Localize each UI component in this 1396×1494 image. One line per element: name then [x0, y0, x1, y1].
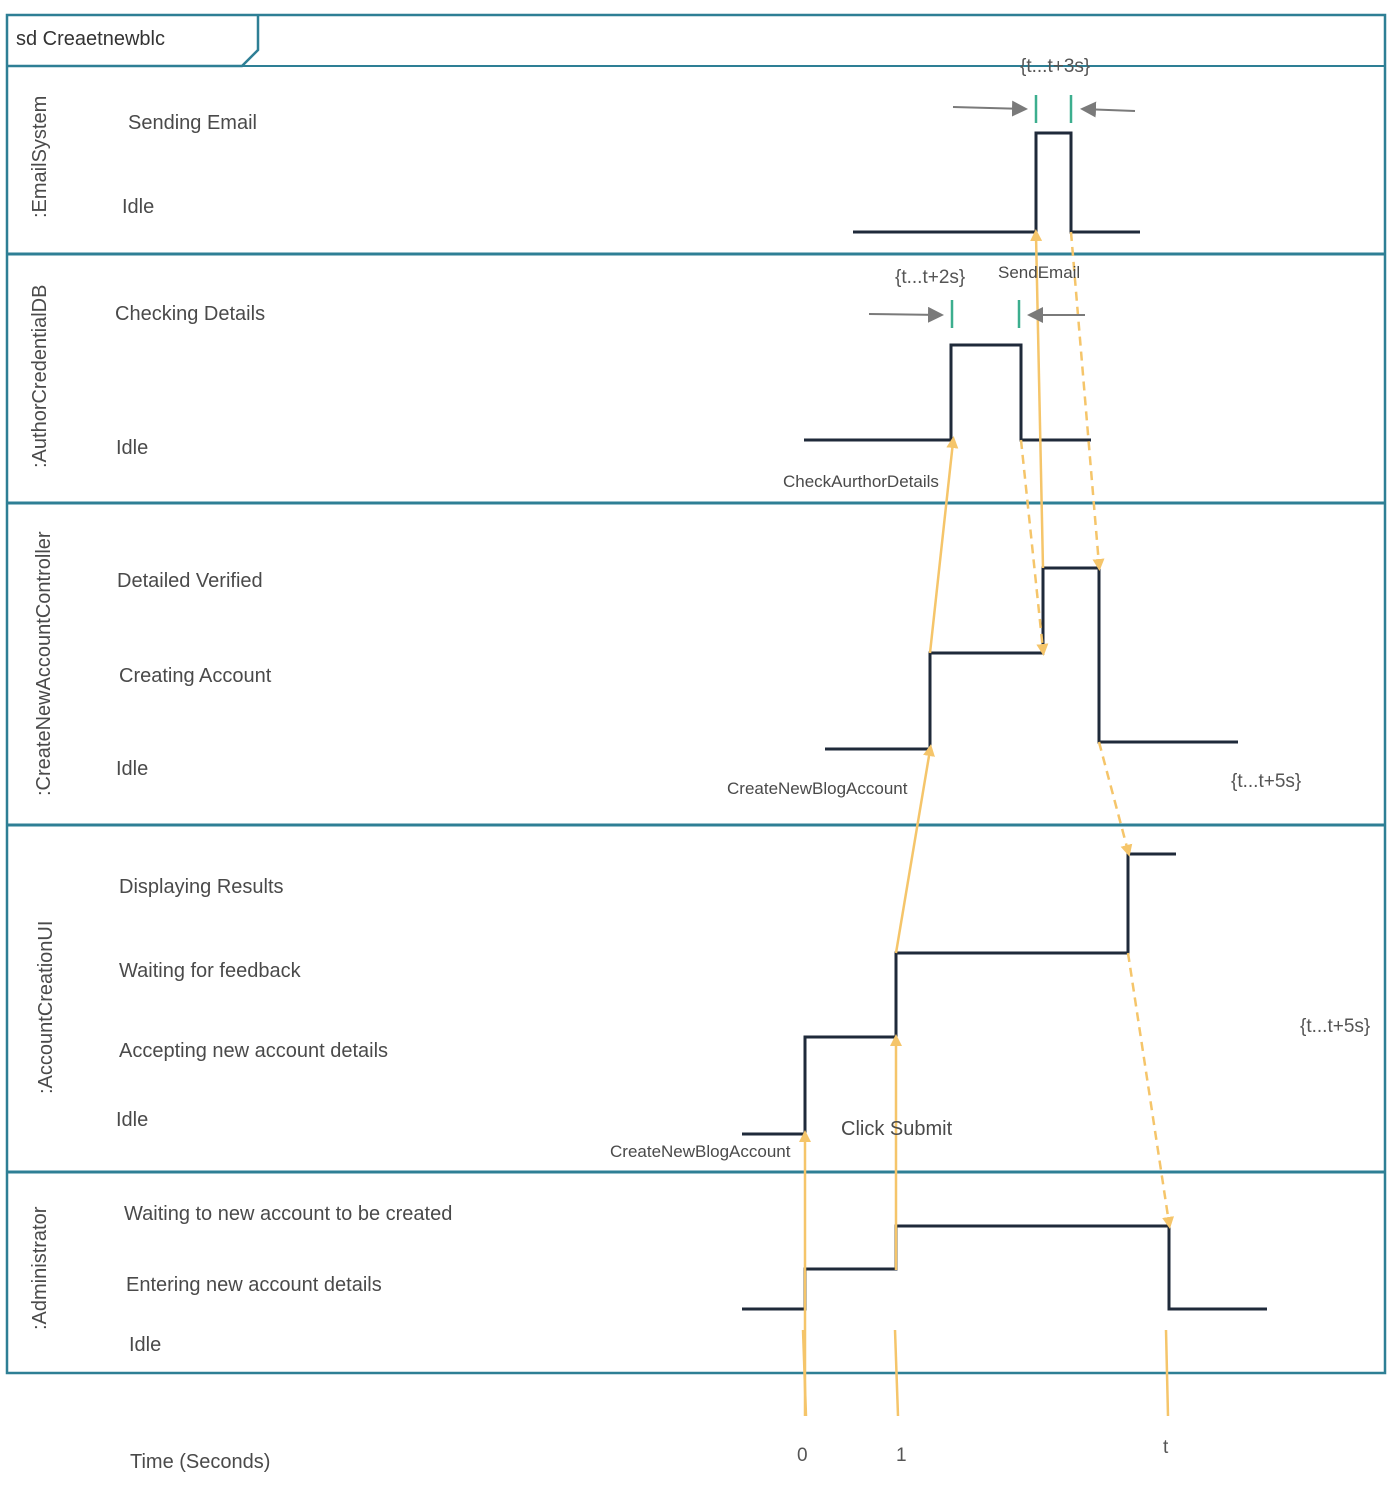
reply-line [1069, 231, 1105, 571]
message-label-create-controller: CreateNewBlogAccount [727, 779, 908, 798]
time-tick-line [801, 1329, 808, 1417]
state-label: Idle [129, 1334, 161, 1356]
lifeline-name-createnewaccountcontroller: :CreateNewAccountController [33, 531, 55, 796]
time-tick-line [893, 1329, 900, 1417]
time-tick-label: 0 [797, 1445, 808, 1466]
frame-title: sd Creaetnewblc [16, 28, 165, 50]
duration-arrow [1080, 101, 1136, 118]
lifeline-name-authorcredentialdb: :AuthorCredentialDB [29, 285, 51, 468]
message-line [894, 744, 935, 954]
timeline-authorcredentialdb [804, 343, 1091, 442]
duration-constraint-db: {t...t+2s} [895, 267, 965, 288]
message-line [928, 436, 959, 654]
duration-constraint-email: {t...t+3s} [1020, 56, 1090, 77]
duration-arrow [952, 100, 1028, 117]
timeline-accountcreationui [742, 852, 1176, 1136]
lifeline-name-accountcreationui: :AccountCreationUI [35, 921, 57, 1094]
timeline-emailsystem [853, 131, 1140, 234]
message-label-send-email: SendEmail [998, 263, 1080, 282]
duration-constraint-ui: {t...t+5s} [1300, 1016, 1370, 1037]
time-tick-line [1164, 1329, 1170, 1417]
state-label: Waiting to new account to be created [124, 1203, 452, 1225]
time-axis-label: Time (Seconds) [130, 1451, 270, 1473]
state-label: Idle [116, 1109, 148, 1131]
state-label: Detailed Verified [117, 570, 263, 592]
state-label: Idle [116, 758, 148, 780]
state-label: Creating Account [119, 665, 272, 687]
time-tick-label: t [1163, 1437, 1169, 1458]
duration-arrow [868, 306, 944, 323]
timeline-administrator [742, 1224, 1267, 1311]
timeline-createnewaccountcontroller [825, 566, 1238, 751]
state-label: Entering new account details [126, 1274, 382, 1296]
state-label: Idle [116, 437, 148, 459]
lifeline-name-administrator: :Administrator [29, 1206, 51, 1330]
lifeline-name-emailsystem: :EmailSystem [29, 96, 51, 218]
time-tick-label: 1 [896, 1445, 907, 1466]
reply-line [1097, 741, 1133, 857]
message-label-click-submit: Click Submit [841, 1118, 953, 1140]
reply-line [1019, 439, 1049, 656]
state-label: Waiting for feedback [119, 960, 302, 982]
state-label: Idle [122, 196, 154, 218]
message-label-create-ui: CreateNewBlogAccount [610, 1142, 791, 1161]
message-line [1030, 229, 1045, 569]
message-label-check-author: CheckAurthorDetails [783, 472, 939, 491]
state-label: Sending Email [128, 112, 257, 134]
duration-constraint-controller: {t...t+5s} [1231, 771, 1301, 792]
frame-border [5, 13, 1387, 1375]
reply-line [1126, 952, 1175, 1229]
state-label: Accepting new account details [119, 1040, 388, 1062]
state-label: Displaying Results [119, 876, 284, 898]
state-label: Checking Details [115, 303, 265, 325]
